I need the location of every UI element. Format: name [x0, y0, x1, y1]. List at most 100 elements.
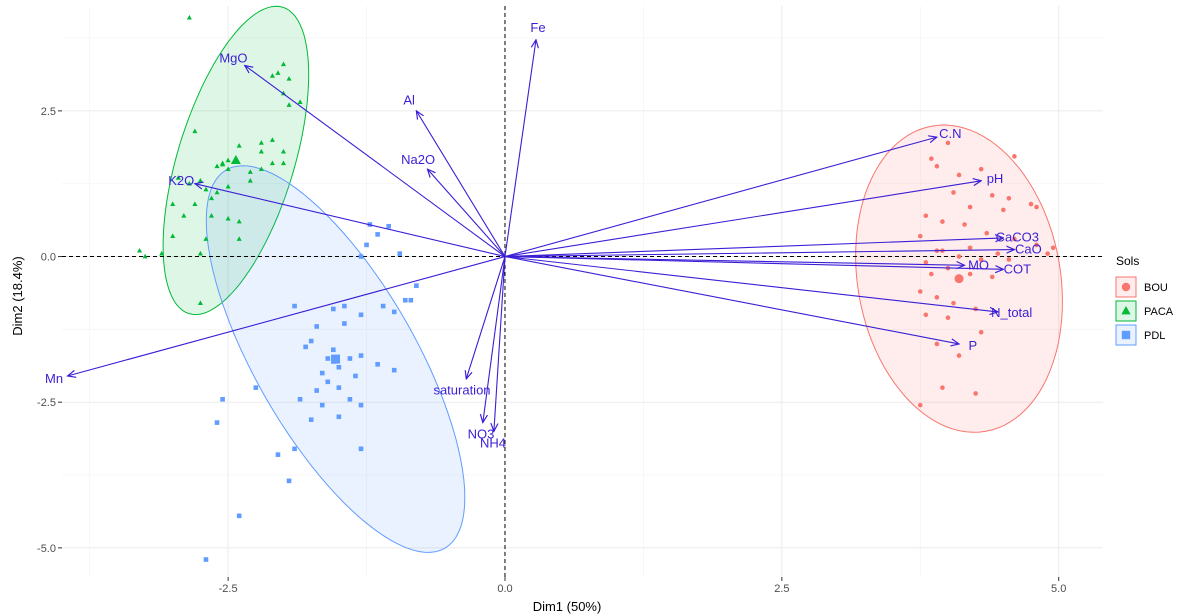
- point-paca: [258, 166, 264, 171]
- point-paca: [214, 163, 220, 169]
- point-bou: [1001, 207, 1006, 213]
- arrow-mgo: [245, 65, 506, 257]
- point-paca: [208, 212, 215, 218]
- variable-label-cao: CaO: [1015, 241, 1042, 256]
- centroid-paca: [230, 155, 241, 165]
- point-paca: [236, 143, 242, 148]
- point-bou: [929, 271, 934, 277]
- arrow-saturation: [466, 256, 506, 379]
- legend: Sols BOU PACA PDL: [1115, 254, 1174, 346]
- point-bou: [978, 257, 984, 262]
- point-paca: [236, 218, 242, 224]
- axis-ticks: -2.5 0.0 2.5 5.0 -5.0 -2.5 0.0 2.5: [37, 106, 1066, 595]
- point-bou: [1006, 195, 1012, 201]
- y-tick-label: -5.0: [37, 543, 56, 555]
- point-pdl: [292, 303, 297, 309]
- point-bou: [917, 233, 923, 239]
- point-paca: [197, 300, 203, 305]
- point-pdl: [331, 347, 336, 353]
- point-paca: [225, 215, 231, 221]
- point-bou: [989, 193, 995, 198]
- point-bou: [945, 140, 951, 146]
- point-paca: [170, 233, 176, 238]
- individual-points: [136, 14, 1056, 562]
- point-paca: [286, 76, 292, 81]
- point-bou: [1034, 242, 1039, 248]
- point-bou: [917, 289, 923, 294]
- point-bou: [978, 329, 984, 335]
- point-bou: [923, 213, 929, 219]
- point-paca: [247, 178, 253, 183]
- point-paca: [170, 201, 176, 206]
- point-paca: [236, 236, 242, 241]
- variable-label-k2o: K2O: [168, 173, 194, 188]
- arrow-cot: [504, 255, 1003, 270]
- point-pdl: [214, 420, 220, 425]
- point-pdl: [391, 367, 397, 373]
- point-paca: [197, 250, 203, 256]
- point-paca: [208, 195, 215, 201]
- point-paca: [258, 140, 264, 145]
- point-paca: [136, 247, 143, 253]
- point-paca: [297, 99, 303, 104]
- point-pdl: [358, 353, 364, 358]
- point-pdl: [364, 242, 369, 248]
- point-pdl: [408, 297, 414, 303]
- point-paca: [247, 169, 253, 174]
- legend-label-paca: PACA: [1144, 306, 1174, 318]
- point-pdl: [342, 303, 347, 309]
- point-bou: [962, 222, 967, 227]
- point-pdl: [380, 303, 386, 309]
- point-pdl: [375, 232, 380, 237]
- point-bou: [940, 385, 945, 390]
- point-pdl: [314, 388, 320, 393]
- variable-label-p: P: [968, 338, 977, 353]
- x-tick-label: 5.0: [1051, 583, 1066, 595]
- variable-label-ph: pH: [987, 171, 1004, 186]
- arrow-c.n: [504, 137, 937, 258]
- y-tick-label: 0.0: [41, 252, 56, 264]
- point-pdl: [358, 446, 364, 452]
- variable-label-al: Al: [403, 93, 415, 108]
- x-tick-label: 0.0: [497, 583, 512, 595]
- point-pdl: [325, 379, 331, 385]
- y-tick-label: -2.5: [37, 397, 56, 409]
- point-bou: [967, 245, 973, 251]
- confidence-ellipses: [162, 5, 1063, 553]
- point-pdl: [397, 251, 403, 256]
- point-bou: [984, 230, 990, 236]
- point-bou: [967, 271, 973, 277]
- arrow-mo: [504, 255, 965, 266]
- point-pdl: [319, 402, 325, 408]
- arrow-caco3: [504, 238, 1003, 258]
- point-paca: [269, 73, 275, 78]
- point-pdl: [297, 396, 303, 402]
- point-bou: [967, 204, 973, 210]
- point-pdl: [391, 309, 397, 315]
- point-paca: [186, 14, 192, 20]
- arrow-al: [416, 111, 506, 257]
- point-pdl: [303, 344, 308, 350]
- point-pdl: [336, 414, 342, 420]
- point-paca: [203, 236, 209, 241]
- point-paca: [225, 166, 231, 171]
- point-paca: [159, 250, 165, 256]
- variable-label-cot: COT: [1004, 262, 1032, 277]
- x-tick-label: -2.5: [219, 583, 238, 595]
- point-pdl: [358, 312, 364, 318]
- point-paca: [192, 201, 198, 206]
- point-pdl: [414, 283, 419, 288]
- arrow-n_total: [504, 255, 998, 312]
- variable-label-mgo: MgO: [219, 50, 247, 65]
- x-tick-label: 2.5: [774, 583, 789, 595]
- point-paca: [269, 137, 275, 142]
- point-bou: [1028, 201, 1034, 207]
- variable-label-fe: Fe: [530, 20, 545, 35]
- y-axis-title: Dim2 (18.4%): [10, 256, 25, 335]
- point-pdl: [347, 396, 353, 402]
- point-pdl: [386, 223, 391, 229]
- point-bou: [956, 353, 962, 358]
- point-pdl: [236, 513, 242, 519]
- x-axis-title: Dim1 (50%): [533, 599, 602, 614]
